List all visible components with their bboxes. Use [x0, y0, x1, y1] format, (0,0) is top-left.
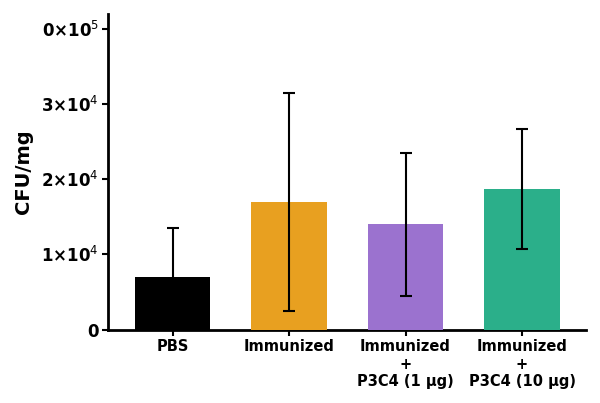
Bar — [134, 277, 211, 330]
Bar — [251, 202, 327, 330]
Bar — [368, 224, 443, 330]
Y-axis label: CFU/mg: CFU/mg — [14, 129, 33, 214]
Bar — [484, 189, 560, 330]
